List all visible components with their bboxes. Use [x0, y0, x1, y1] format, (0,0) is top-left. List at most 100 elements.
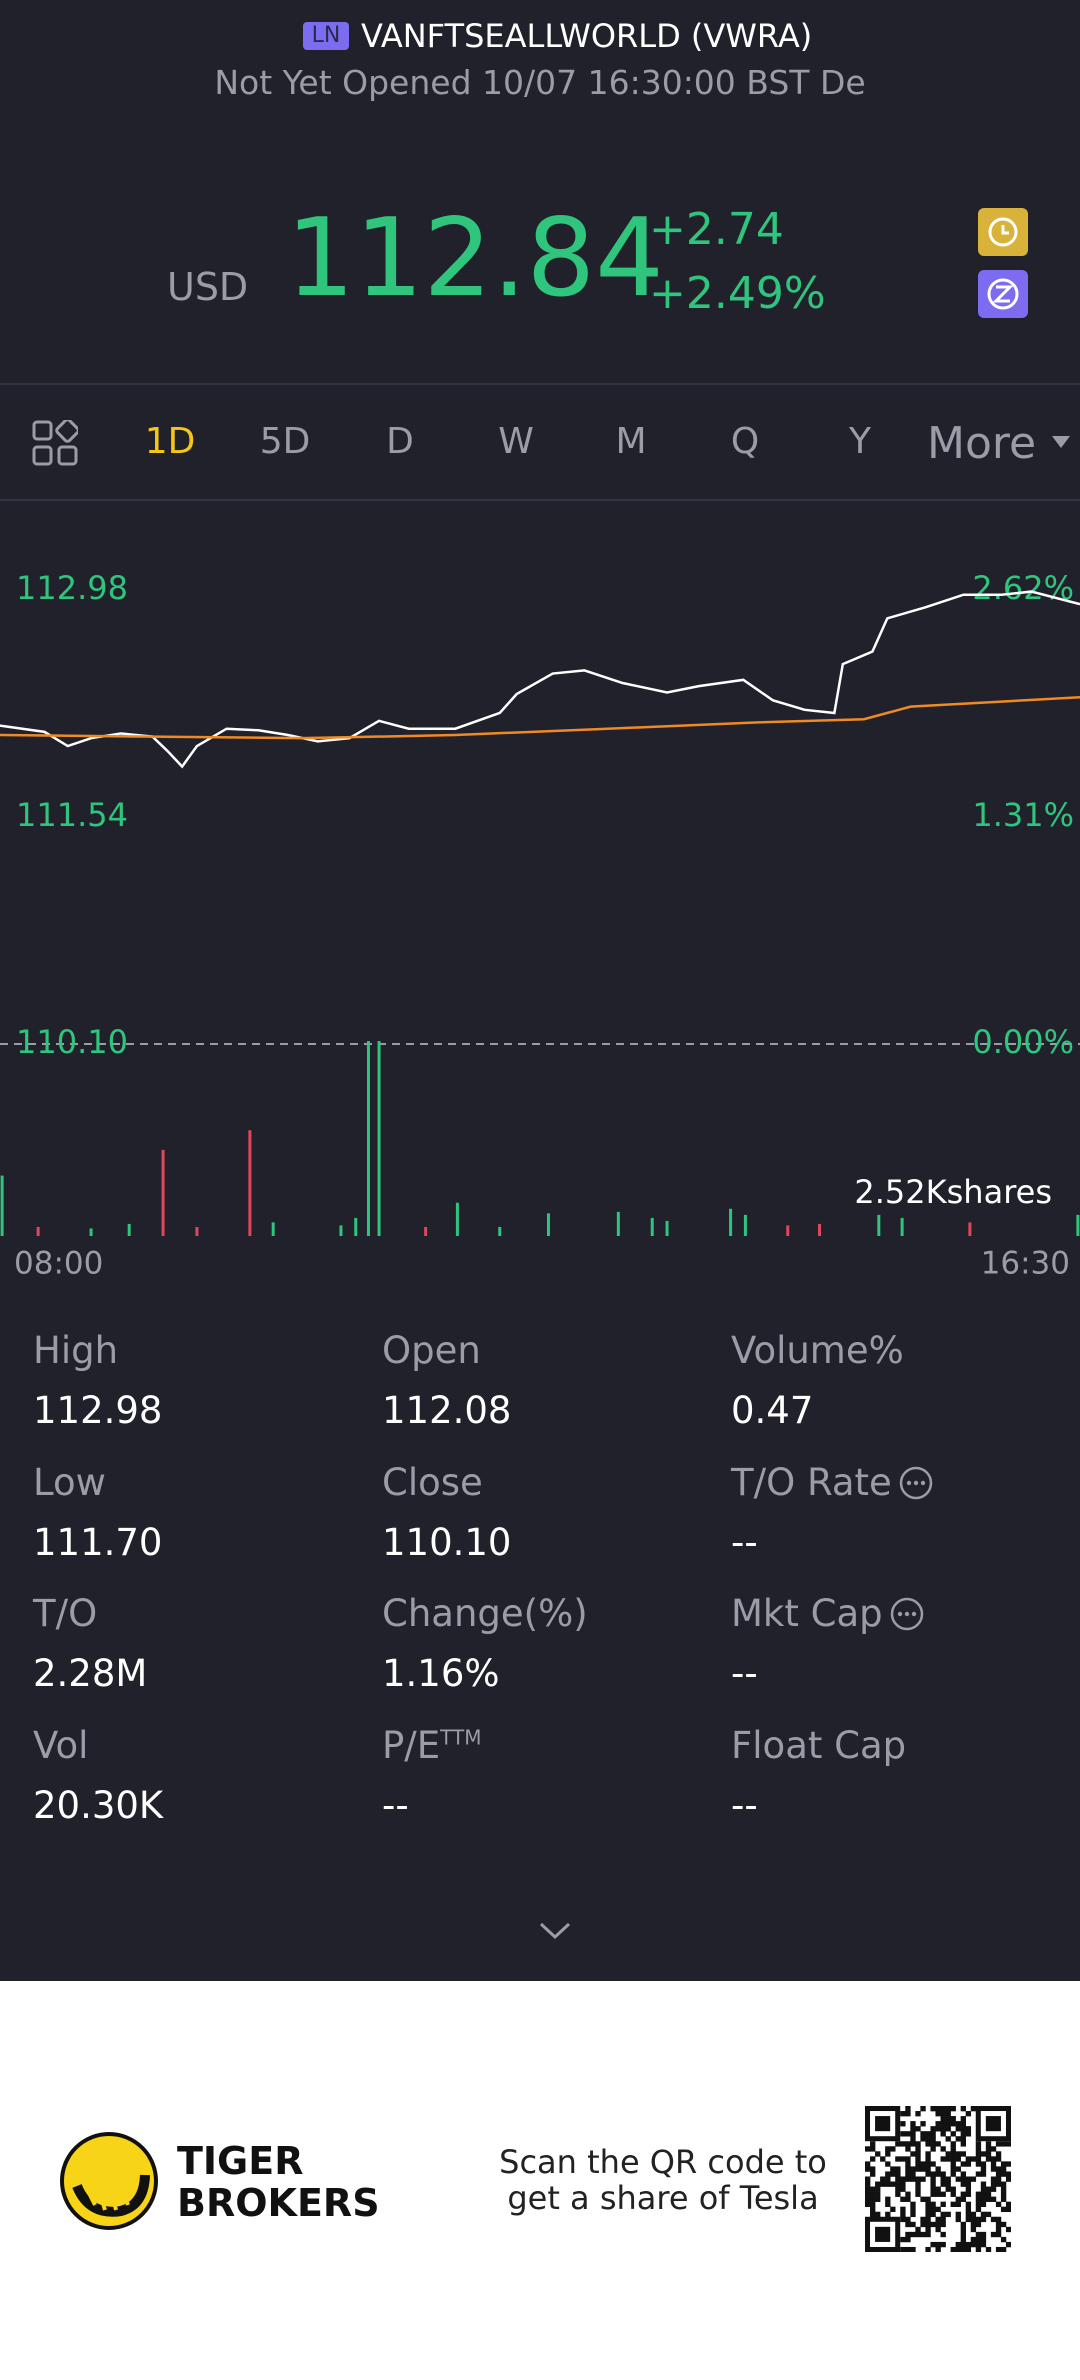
tab[interactable]: D: [386, 421, 414, 462]
qr-module: [980, 2166, 987, 2172]
qr-module: [975, 2236, 982, 2243]
qr-module: [920, 2216, 926, 2223]
qr-module: [1000, 2196, 1007, 2202]
qr-module: [930, 2146, 936, 2152]
qr-module: [970, 2236, 977, 2243]
qr-module: [975, 2191, 982, 2197]
qr-module: [945, 2136, 951, 2142]
stat-value: --: [731, 1652, 758, 1695]
x-tick-label: 08:00: [14, 1246, 103, 1282]
qr-module: [915, 2176, 921, 2182]
qr-module: [975, 2161, 982, 2167]
qr-module: [950, 2121, 956, 2127]
qr-module: [970, 2106, 977, 2112]
qr-module: [985, 2196, 992, 2202]
qr-module: [905, 2216, 911, 2223]
qr-module: [920, 2176, 926, 2182]
qr-module: [950, 2116, 956, 2122]
qr-module: [870, 2191, 876, 2197]
qr-module: [945, 2151, 951, 2157]
qr-finder: [975, 2106, 1011, 2142]
qr-module: [1000, 2236, 1007, 2243]
qr-module: [975, 2206, 982, 2213]
info-icon[interactable]: [889, 1596, 925, 1632]
tab[interactable]: 1D: [144, 421, 196, 462]
qr-module: [940, 2121, 946, 2127]
volume-bar: [161, 1149, 165, 1236]
qr-module: [925, 2216, 931, 2223]
qr-module: [955, 2151, 961, 2157]
qr-module: [905, 2176, 911, 2182]
qr-module: [895, 2181, 901, 2187]
qr-module: [915, 2161, 921, 2167]
volume-bar: [650, 1217, 654, 1236]
qr-module: [1000, 2171, 1007, 2177]
qr-module: [950, 2246, 956, 2252]
qr-module: [870, 2166, 876, 2172]
qr-module: [905, 2141, 911, 2147]
volume-bar: [339, 1225, 343, 1236]
qr-module: [975, 2141, 982, 2147]
tab-more[interactable]: More: [927, 418, 1037, 469]
qr-module: [910, 2141, 916, 2147]
qr-module: [995, 2226, 1002, 2233]
qr-module: [905, 2131, 911, 2137]
qr-module: [1005, 2241, 1011, 2248]
qr-module: [900, 2131, 906, 2137]
qr-module: [995, 2166, 1002, 2172]
layout-icon[interactable]: [32, 420, 78, 466]
qr-module: [960, 2141, 966, 2147]
qr-module: [915, 2186, 921, 2192]
info-icon[interactable]: [898, 1465, 934, 1501]
tab[interactable]: Y: [849, 421, 871, 462]
qr-module: [950, 2171, 956, 2177]
expand-chevron[interactable]: [538, 1920, 572, 1942]
qr-code: [865, 2106, 1011, 2252]
qr-module: [920, 2121, 926, 2127]
info-dot: [913, 1480, 918, 1486]
qr-finder: [865, 2106, 901, 2142]
brand-line: TIGER: [177, 2139, 304, 2183]
qr-module: [950, 2106, 956, 2112]
qr-module: [920, 2161, 926, 2167]
qr-module: [1000, 2246, 1007, 2252]
qr-module: [955, 2126, 961, 2132]
qr-module: [935, 2216, 941, 2223]
qr-module: [930, 2126, 936, 2132]
y-tick-label: 110.10: [16, 1023, 128, 1061]
z-glyph: [987, 278, 1019, 310]
qr-module: [905, 2156, 911, 2162]
qr-module: [895, 2186, 901, 2192]
qr-module: [1005, 2141, 1011, 2147]
tab[interactable]: Q: [730, 421, 760, 462]
qr-module: [935, 2141, 941, 2147]
qr-module: [925, 2206, 931, 2213]
y-tick-label: 111.54: [16, 796, 128, 834]
qr-module: [905, 2191, 911, 2197]
qr-module: [930, 2221, 936, 2228]
qr-module: [980, 2211, 987, 2218]
volume-bar: [786, 1225, 790, 1236]
qr-module: [935, 2221, 941, 2228]
qr-module: [1000, 2206, 1007, 2213]
qr-module: [950, 2186, 956, 2192]
qr-module: [960, 2116, 966, 2122]
qr-module: [965, 2186, 972, 2192]
qr-module: [915, 2126, 921, 2132]
qr-module: [910, 2231, 916, 2238]
qr-module: [940, 2116, 946, 2122]
qr-module: [875, 2196, 881, 2202]
qr-module: [905, 2221, 911, 2228]
qr-module: [920, 2231, 926, 2238]
qr-module: [985, 2246, 992, 2252]
qr-module: [940, 2181, 946, 2187]
qr-module: [930, 2201, 936, 2207]
y-tick-label: 112.98: [16, 569, 128, 607]
tab[interactable]: 5D: [259, 421, 311, 462]
tab[interactable]: M: [615, 421, 647, 462]
stat-value: --: [382, 1784, 409, 1827]
qr-module: [1005, 2206, 1011, 2213]
qr-module: [920, 2131, 926, 2137]
qr-module: [870, 2171, 876, 2177]
tab[interactable]: W: [498, 421, 534, 462]
